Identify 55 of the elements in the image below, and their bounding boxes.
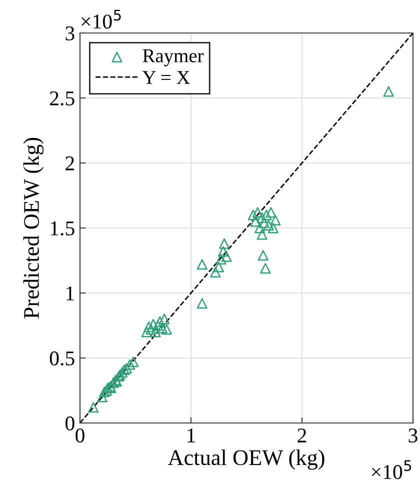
text: ×10$^{5}$: [82, 10, 121, 29]
y-tick-label: 2: [66, 156, 74, 170]
y-tick-label: 1: [66, 286, 74, 300]
y-tick-label: 2.5: [50, 91, 74, 106]
y-axis-title: Predicted OEW (kg): [23, 138, 44, 318]
point: [266, 207, 276, 218]
point: [152, 320, 163, 331]
y-tick-label: 0: [66, 416, 74, 430]
point: [221, 251, 232, 262]
point: [263, 220, 274, 231]
point: [258, 250, 268, 261]
point: [252, 207, 263, 218]
point: [154, 316, 166, 327]
point: [146, 324, 156, 335]
x-tick-label: 0: [76, 428, 84, 443]
point: [156, 322, 168, 334]
x-tick-label: 2: [298, 428, 306, 442]
point: [144, 322, 154, 332]
point: [216, 254, 226, 264]
point: [196, 259, 208, 270]
x-tick-label: 3: [408, 428, 418, 443]
point: [218, 246, 228, 257]
point: [96, 392, 108, 402]
point: [260, 263, 271, 274]
point: [250, 216, 261, 227]
point: [159, 314, 170, 324]
point: [383, 86, 394, 97]
point: [128, 356, 139, 368]
legend-label: Raymer: [142, 49, 204, 66]
x-axis-title: Actual OEW (kg): [168, 450, 324, 470]
point: [148, 318, 159, 330]
point: [256, 212, 268, 223]
point: [268, 222, 278, 234]
point: [258, 218, 270, 228]
y-tick-label: 0.5: [50, 351, 74, 366]
point: [270, 214, 281, 226]
point: [213, 262, 224, 272]
point: [88, 402, 99, 413]
point: [196, 298, 208, 309]
point: [248, 210, 258, 220]
point: [124, 359, 136, 370]
point: [261, 210, 272, 220]
y-tick-label: 1.5: [50, 221, 74, 236]
point: [210, 266, 221, 278]
legend-label: Y = X: [142, 71, 190, 84]
point: [116, 367, 128, 378]
point: [150, 326, 161, 338]
point: [256, 229, 268, 240]
text: ×10$^{5}$: [372, 460, 412, 480]
point: [254, 222, 266, 234]
y-tick-label: 3: [66, 26, 74, 40]
x-tick-label: 1: [188, 428, 195, 442]
point: [219, 238, 230, 249]
point: [161, 324, 172, 335]
point: [141, 326, 152, 338]
